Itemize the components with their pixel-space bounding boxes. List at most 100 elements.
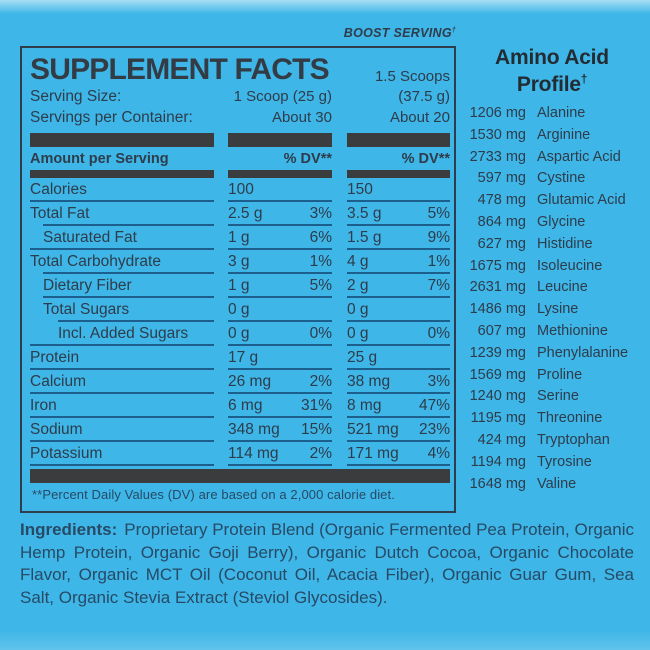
row-divider xyxy=(347,320,450,322)
row-divider xyxy=(228,200,332,202)
row-divider xyxy=(43,272,214,274)
amino-acid-row: 1675 mg Isoleucine xyxy=(458,256,646,278)
divider-bar xyxy=(347,133,450,147)
boost-serving-text: BOOST SERVING xyxy=(343,26,452,40)
row-divider xyxy=(228,440,332,442)
amino-name: Tryptophan xyxy=(537,431,610,448)
row-divider xyxy=(347,416,450,418)
row-divider xyxy=(228,296,332,298)
amino-name: Proline xyxy=(537,366,583,383)
dagger-symbol: † xyxy=(580,74,588,86)
amount-value: 114 mg xyxy=(228,445,279,462)
row-values: 8 mg 47% xyxy=(347,398,450,418)
amino-amount: 2733 mg xyxy=(469,148,526,165)
row-values: 0 g xyxy=(228,302,332,322)
amino-acid-row: 627 mg Histidine xyxy=(458,234,646,256)
amino-acid-profile: Amino Acid Profile† 1206 mg Alanine 1530 m… xyxy=(458,46,646,495)
thick-divider-bars xyxy=(30,133,450,147)
amount-value: 25 g xyxy=(347,349,378,366)
row-label: Total Carbohydrate xyxy=(30,253,161,270)
supplement-facts-panel: SUPPLEMENT FACTS 1.5 Scoops Serving Size… xyxy=(20,46,456,513)
row-divider xyxy=(58,320,214,322)
row-values: 3.5 g 5% xyxy=(347,206,450,226)
amino-name: Cystine xyxy=(537,170,586,187)
amino-amount: 1675 mg xyxy=(469,257,526,274)
row-divider xyxy=(30,368,214,370)
amount-value: 171 mg xyxy=(347,445,399,462)
amino-amount: 1206 mg xyxy=(469,105,526,121)
amount-value: 2.5 g xyxy=(228,205,263,222)
dv-value: 0% xyxy=(309,325,332,342)
amount-value: 38 mg xyxy=(347,373,391,390)
amino-name: Glycine xyxy=(537,213,586,230)
row-divider xyxy=(347,224,450,226)
row-divider xyxy=(43,224,214,226)
row-values: 2 g 7% xyxy=(347,278,450,298)
table-row: Total Fat 2.5 g 3% 3.5 g 5% xyxy=(30,202,450,226)
thin-divider-bars xyxy=(30,170,450,178)
row-values: 3 g 1% xyxy=(228,254,332,274)
amount-value: 0 g xyxy=(228,301,250,318)
row-divider xyxy=(347,440,450,442)
amino-title-line2: Profile xyxy=(516,73,581,96)
dv-header-1: % DV** xyxy=(283,151,332,167)
row-values: 171 mg 4% xyxy=(347,446,450,466)
ingredients-label: Ingredients: xyxy=(20,520,118,539)
row-divider xyxy=(30,200,214,202)
row-values: 17 g xyxy=(228,350,332,370)
divider-bar xyxy=(30,133,214,147)
table-row: Potassium 114 mg 2% 171 mg 4% xyxy=(30,442,450,466)
dv-value: 3% xyxy=(309,205,332,222)
amino-name: Aspartic Acid xyxy=(537,148,621,165)
amino-amount: 1486 mg xyxy=(469,301,526,318)
amino-name: Arginine xyxy=(537,126,591,143)
row-label: Saturated Fat xyxy=(43,229,137,246)
amount-value: 3 g xyxy=(228,253,250,270)
amino-amount: 1569 mg xyxy=(469,366,526,383)
amount-value: 1 g xyxy=(228,229,250,246)
dv-value: 7% xyxy=(427,277,450,294)
dv-value: 2% xyxy=(309,373,332,390)
dv-value: 1% xyxy=(427,253,450,270)
amino-name: Leucine xyxy=(537,279,588,296)
amount-value: 4 g xyxy=(347,253,369,270)
amino-name: Serine xyxy=(537,388,579,405)
table-row: Protein 17 g 25 g xyxy=(30,346,450,370)
amount-value: 0 g xyxy=(228,325,250,342)
amino-amount: 597 mg xyxy=(477,170,526,187)
divider-bar xyxy=(347,170,450,178)
amino-acid-list: 1206 mg Alanine 1530 mg Arginine 2733 mg Aspa… xyxy=(458,103,646,495)
divider-bar xyxy=(228,170,332,178)
table-row: Total Sugars 0 g 0 g xyxy=(30,298,450,322)
ingredients-paragraph: Ingredients: Proprietary Protein Blend (O… xyxy=(20,519,634,609)
row-label: Dietary Fiber xyxy=(43,277,132,294)
amino-acid-row: 478 mg Glutamic Acid xyxy=(458,190,646,212)
row-values: 0 g 0% xyxy=(228,326,332,346)
row-divider xyxy=(228,344,332,346)
dv-value: 6% xyxy=(309,229,332,246)
amino-acid-row: 597 mg Cystine xyxy=(458,168,646,190)
bottom-divider-bar xyxy=(30,469,450,483)
amino-amount: 1195 mg xyxy=(470,410,526,427)
row-divider xyxy=(228,368,332,370)
serving-size-label: Serving Size: xyxy=(30,88,122,105)
dv-header-2: % DV** xyxy=(401,151,450,167)
table-row: Total Carbohydrate 3 g 1% 4 g 1% xyxy=(30,250,450,274)
dv-value: 9% xyxy=(427,229,450,246)
row-divider xyxy=(228,272,332,274)
dv-value: 4% xyxy=(427,445,450,462)
row-divider xyxy=(228,224,332,226)
amino-profile-title: Amino Acid Profile† xyxy=(458,46,646,96)
row-divider xyxy=(347,296,450,298)
amino-acid-row: 1239 mg Phenylalanine xyxy=(458,343,646,365)
row-divider xyxy=(347,368,450,370)
amino-name: Methionine xyxy=(537,322,608,339)
amount-per-serving-header: Amount per Serving xyxy=(30,151,169,167)
row-divider xyxy=(228,392,332,394)
row-values: 114 mg 2% xyxy=(228,446,332,466)
amino-amount: 1648 mg xyxy=(469,475,526,492)
row-divider xyxy=(43,296,214,298)
dv-value: 2% xyxy=(309,445,332,462)
row-label: Protein xyxy=(30,349,80,366)
